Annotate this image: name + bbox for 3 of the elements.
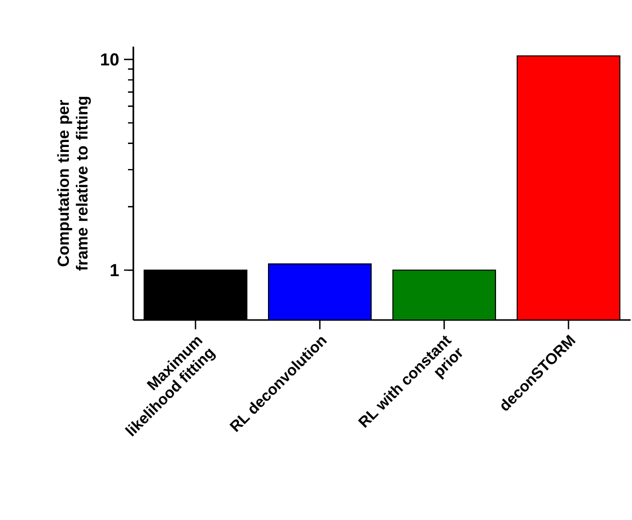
y-axis-title: Computation time per frame relative to fitting bbox=[57, 96, 91, 271]
y-tick-label: 10 bbox=[101, 53, 119, 66]
y-tick-label: 1 bbox=[110, 264, 119, 276]
